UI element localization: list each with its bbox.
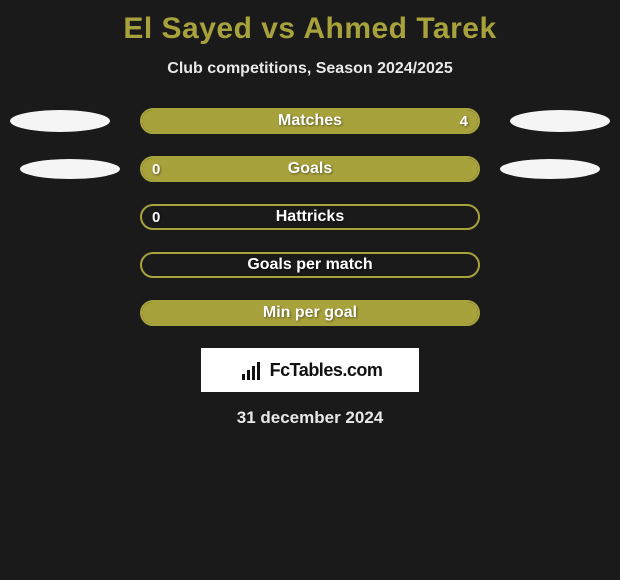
comparison-row: 0 Hattricks xyxy=(0,204,620,230)
stat-label: Min per goal xyxy=(263,304,357,322)
player-right-ellipse-icon xyxy=(500,159,600,179)
player-left-ellipse-icon xyxy=(20,159,120,179)
page-subtitle: Club competitions, Season 2024/2025 xyxy=(0,60,620,78)
stat-bar: 4 Matches xyxy=(140,108,480,134)
player-right-ellipse-icon xyxy=(510,110,610,132)
player-left-ellipse-icon xyxy=(10,110,110,132)
stat-label: Goals per match xyxy=(247,256,372,274)
stat-bar: Min per goal xyxy=(140,300,480,326)
comparison-row: 4 Matches xyxy=(0,108,620,134)
stat-value-right: 4 xyxy=(460,113,468,130)
stat-value-left: 0 xyxy=(152,161,160,178)
stat-bar: 0 Hattricks xyxy=(140,204,480,230)
comparison-row: Goals per match xyxy=(0,252,620,278)
date-label: 31 december 2024 xyxy=(0,408,620,428)
page-title: El Sayed vs Ahmed Tarek xyxy=(0,0,620,46)
comparison-row: Min per goal xyxy=(0,300,620,326)
bars-icon xyxy=(238,360,264,380)
comparison-rows: 4 Matches 0 Goals 0 Hattricks Goals per match M… xyxy=(0,108,620,326)
attribution-text: FcTables.com xyxy=(270,360,383,381)
stat-bar: 0 Goals xyxy=(140,156,480,182)
stat-bar: Goals per match xyxy=(140,252,480,278)
stat-label: Hattricks xyxy=(276,208,344,226)
stat-label: Matches xyxy=(278,112,342,130)
comparison-row: 0 Goals xyxy=(0,156,620,182)
attribution-badge: FcTables.com xyxy=(201,348,419,392)
stat-value-left: 0 xyxy=(152,209,160,226)
stat-label: Goals xyxy=(288,160,332,178)
